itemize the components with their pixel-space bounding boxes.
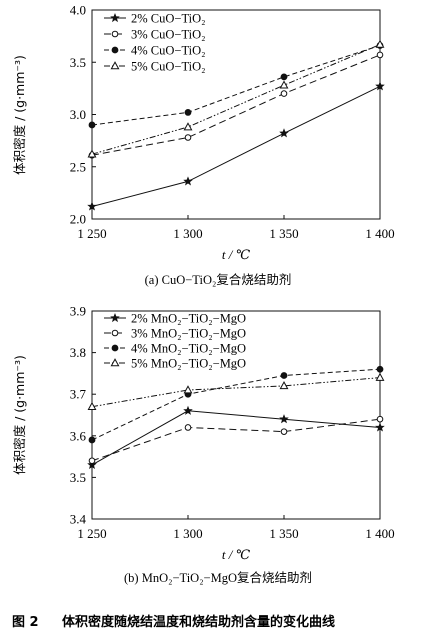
- chart-a-legend-marker-3: [111, 46, 119, 54]
- chart-a-series-3-point: [184, 109, 192, 116]
- chart-a-y-axis: 2.0 2.5 3.0 3.5 4.0: [70, 3, 96, 227]
- chart-a-legend-marker-4: [110, 61, 120, 70]
- chart-b-series-2-point: [184, 424, 192, 431]
- chart-a-series-4-point: [375, 39, 385, 48]
- chart-b-y-axis: 3.4 3.5 3.6 3.7 3.8 3.9: [70, 304, 96, 527]
- chart-b-series-3-point: [280, 372, 288, 379]
- chart-a-legend-label-4: 5% CuO−TiO₂: [131, 60, 206, 74]
- chart-b-legend-marker-3: [111, 344, 119, 352]
- chart-a-legend-marker-1: [110, 12, 120, 23]
- chart-a-series-4-point: [87, 149, 97, 158]
- chart-b-x-axis: 1 250 1 300 1 350 1 400: [77, 515, 395, 541]
- chart-a-y-tick-label: 3.5: [70, 55, 86, 70]
- chart-b-x-axis-label: t / ℃: [222, 547, 251, 562]
- chart-b-legend-label-2: 3% MnO₂−TiO₂−MgO: [131, 327, 246, 341]
- chart-a-series-2-point: [280, 90, 288, 97]
- chart-b-legend-label-1: 2% MnO₂−TiO₂−MgO: [131, 312, 246, 326]
- chart-a-series-line-3: [91, 45, 381, 126]
- chart-b-x-tick-label: 1 350: [269, 526, 298, 541]
- chart-b-legend-label-4: 5% MnO₂−TiO₂−MgO: [131, 357, 246, 371]
- chart-a-series-line-2: [91, 54, 381, 156]
- chart-a-series-1-point: [183, 176, 193, 186]
- chart-a-legend-label-1: 2% CuO−TiO₂: [131, 12, 206, 26]
- chart-a-series-2-point: [376, 51, 384, 59]
- chart-b-series-line-3: [91, 368, 381, 441]
- chart-b-series-1-point: [87, 459, 97, 469]
- chart-a-x-tick-label: 1 300: [173, 226, 202, 241]
- chart-b-series-1-point: [183, 405, 193, 415]
- figure-caption-text: 体积密度随烧结温度和烧结助剂含量的变化曲线: [62, 614, 335, 630]
- chart-a-plot-area: [87, 39, 385, 211]
- chart-a-series-1-point: [375, 81, 385, 91]
- chart-b-y-tick-label: 3.8: [70, 345, 86, 360]
- chart-a-x-axis-label: t / ℃: [222, 247, 251, 262]
- chart-a-series-line-4: [91, 44, 381, 155]
- chart-b-legend-marker-1: [110, 312, 120, 323]
- chart-b-series-1-point: [279, 414, 289, 424]
- chart-a-y-axis-label: 体积密度 / (g·mm⁻³): [12, 55, 27, 175]
- chart-a-x-tick-label: 1 400: [365, 226, 394, 241]
- chart-b-series-line-4: [91, 377, 381, 408]
- chart-b-plot-area: [87, 365, 385, 469]
- chart-a-series-3-point: [280, 73, 288, 81]
- chart-b-y-tick-label: 3.5: [70, 470, 86, 485]
- chart-b-series-3-point: [376, 365, 384, 373]
- chart-b-y-tick-label: 3.6: [70, 428, 87, 443]
- chart-a-series-line-1: [91, 85, 381, 207]
- chart-b-frame: [91, 310, 381, 520]
- chart-b-legend-marker-2: [111, 329, 119, 337]
- chart-b-series-3-point: [88, 436, 96, 444]
- chart-b-x-tick-label: 1 300: [173, 526, 202, 541]
- chart-b-series-2-point: [88, 457, 96, 465]
- chart-b-series-4-point: [183, 385, 193, 394]
- chart-b-caption: (b) MnO₂−TiO₂−MgO复合烧结助剂: [124, 570, 312, 585]
- chart-a-y-tick-label: 2.5: [70, 159, 86, 174]
- chart-a-legend-label-2: 3% CuO−TiO₂: [131, 28, 206, 42]
- chart-a-series-1-point: [87, 201, 97, 211]
- chart-a-x-tick-label: 1 250: [77, 226, 106, 241]
- chart-b-y-tick-label: 3.9: [70, 304, 86, 319]
- chart-b-y-axis-label: 体积密度 / (g·mm⁻³): [12, 355, 27, 475]
- chart-a-y-tick-label: 4.0: [70, 3, 86, 18]
- chart-a-legend-marker-2: [111, 30, 119, 38]
- chart-b-x-tick-label: 1 250: [77, 526, 106, 541]
- chart-a-y-tick-label: 3.0: [70, 107, 86, 122]
- chart-a-y-tick-label: 2.0: [70, 212, 86, 227]
- chart-a-series-4-point: [279, 80, 289, 89]
- chart-b-series-line-2: [91, 418, 381, 462]
- chart-a-series-2-point: [184, 134, 192, 141]
- chart-b-series-2-point: [280, 428, 288, 435]
- chart-b-series-line-1: [91, 410, 381, 466]
- chart-b-series-4-point: [279, 381, 289, 390]
- chart-a: 2.0 2.5 3.0 3.5 4.0 1 250 1 300 1 350 1 400 2% …: [12, 3, 395, 288]
- chart-a-legend-label-3: 4% CuO−TiO₂: [131, 44, 206, 58]
- chart-b-series-2-point: [376, 415, 384, 423]
- chart-b-series-4-point: [87, 401, 97, 410]
- chart-a-series-4-point: [183, 122, 193, 131]
- chart-b-series-1-point: [375, 422, 385, 432]
- chart-b-y-tick-label: 3.4: [70, 512, 87, 527]
- chart-b-x-tick-label: 1 400: [365, 526, 394, 541]
- chart-a-series-3-point: [88, 121, 96, 129]
- chart-a-x-tick-label: 1 350: [269, 226, 298, 241]
- chart-b-series-4-point: [375, 372, 385, 381]
- chart-b-legend-marker-4: [110, 358, 120, 367]
- figure-label: 图 2: [12, 615, 39, 630]
- chart-b: 3.43.53.63.73.83.9 1 250 1 300 1 350 1 400 …: [12, 304, 395, 586]
- chart-a-series-1-point: [279, 128, 289, 138]
- chart-b-legend-label-3: 4% MnO₂−TiO₂−MgO: [131, 342, 246, 356]
- chart-a-legend: 2% CuO−TiO₂ 3% CuO−TiO₂ 4% CuO−TiO₂ 5% CuO−…: [104, 12, 206, 74]
- chart-b-y-tick-label: 3.7: [70, 387, 87, 402]
- chart-a-caption: (a) CuO−TiO₂复合烧结助剂: [145, 272, 292, 287]
- chart-a-x-axis: 1 250 1 300 1 350 1 400: [77, 215, 395, 241]
